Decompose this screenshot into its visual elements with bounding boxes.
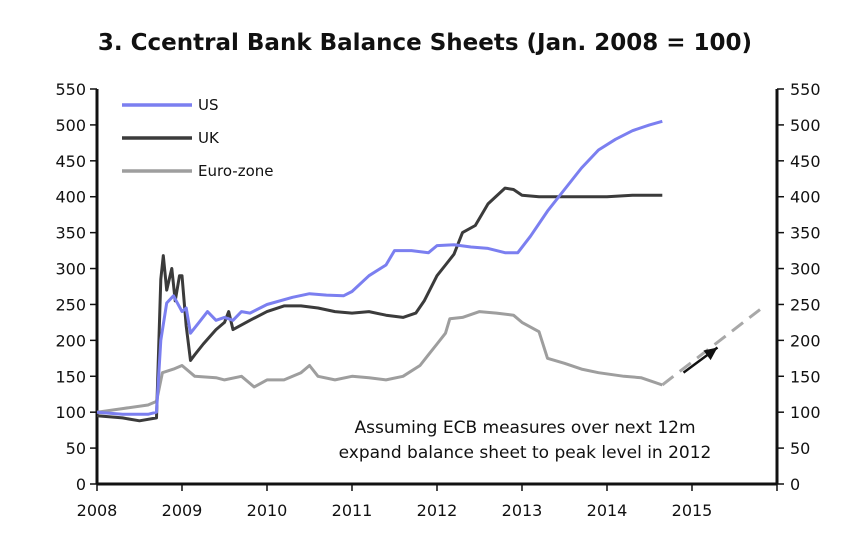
legend-label: Euro-zone (198, 162, 273, 180)
y-tick-label-right: 100 (790, 403, 821, 422)
y-tick-label-right: 150 (790, 367, 821, 386)
series-line-uk (96, 186, 663, 423)
y-tick-label-left: 350 (55, 224, 86, 243)
chart-series (96, 119, 761, 423)
annotation-arrow-head (703, 347, 718, 361)
y-tick-label-right: 550 (790, 80, 821, 99)
annotation-text: Assuming ECB measures over next 12m (354, 418, 695, 438)
legend-label: UK (198, 129, 220, 147)
series-line-us (96, 119, 663, 416)
chart-axes: 0 50 100 150 200 250 300 350 400 450 500 550 0 50 100 1… (55, 80, 820, 520)
legend-label: US (198, 96, 219, 114)
y-tick-label-left: 150 (55, 367, 86, 386)
y-tick-label-right: 450 (790, 152, 821, 171)
y-tick-label-left: 400 (55, 188, 86, 207)
chart-annotation: Assuming ECB measures over next 12m expan… (339, 346, 719, 463)
y-tick-label-right: 250 (790, 295, 821, 314)
y-tick-label-left: 250 (55, 295, 86, 314)
y-tick-label-left: 0 (76, 475, 86, 494)
y-tick-label-right: 500 (790, 116, 821, 135)
x-tick-label: 2015 (672, 501, 713, 520)
x-tick-label: 2012 (417, 501, 458, 520)
y-tick-label-right: 300 (790, 260, 821, 279)
y-tick-label-left: 300 (55, 260, 86, 279)
y-tick-label-right: 0 (790, 475, 800, 494)
annotation-text: expand balance sheet to peak level in 20… (339, 443, 712, 463)
y-tick-label-left: 450 (55, 152, 86, 171)
x-tick-label: 2013 (502, 501, 543, 520)
y-tick-label-right: 400 (790, 188, 821, 207)
chart-legend: US UK Euro-zone (122, 96, 273, 180)
y-tick-label-left: 200 (55, 331, 86, 350)
y-tick-label-left: 500 (55, 116, 86, 135)
y-tick-label-left: 50 (66, 439, 86, 458)
y-tick-label-right: 50 (790, 439, 810, 458)
y-tick-label-left: 100 (55, 403, 86, 422)
series-line-euro-zone (96, 310, 663, 414)
x-tick-label: 2009 (162, 501, 203, 520)
y-tick-label-right: 350 (790, 224, 821, 243)
x-tick-label: 2008 (77, 501, 118, 520)
chart-title: 3. Ccentral Bank Balance Sheets (Jan. 20… (98, 30, 752, 56)
series-line-projection (661, 308, 761, 387)
y-tick-label-left: 550 (55, 80, 86, 99)
x-tick-label: 2014 (587, 501, 628, 520)
x-tick-label: 2010 (247, 501, 288, 520)
x-tick-label: 2011 (332, 501, 373, 520)
y-tick-label-right: 200 (790, 331, 821, 350)
